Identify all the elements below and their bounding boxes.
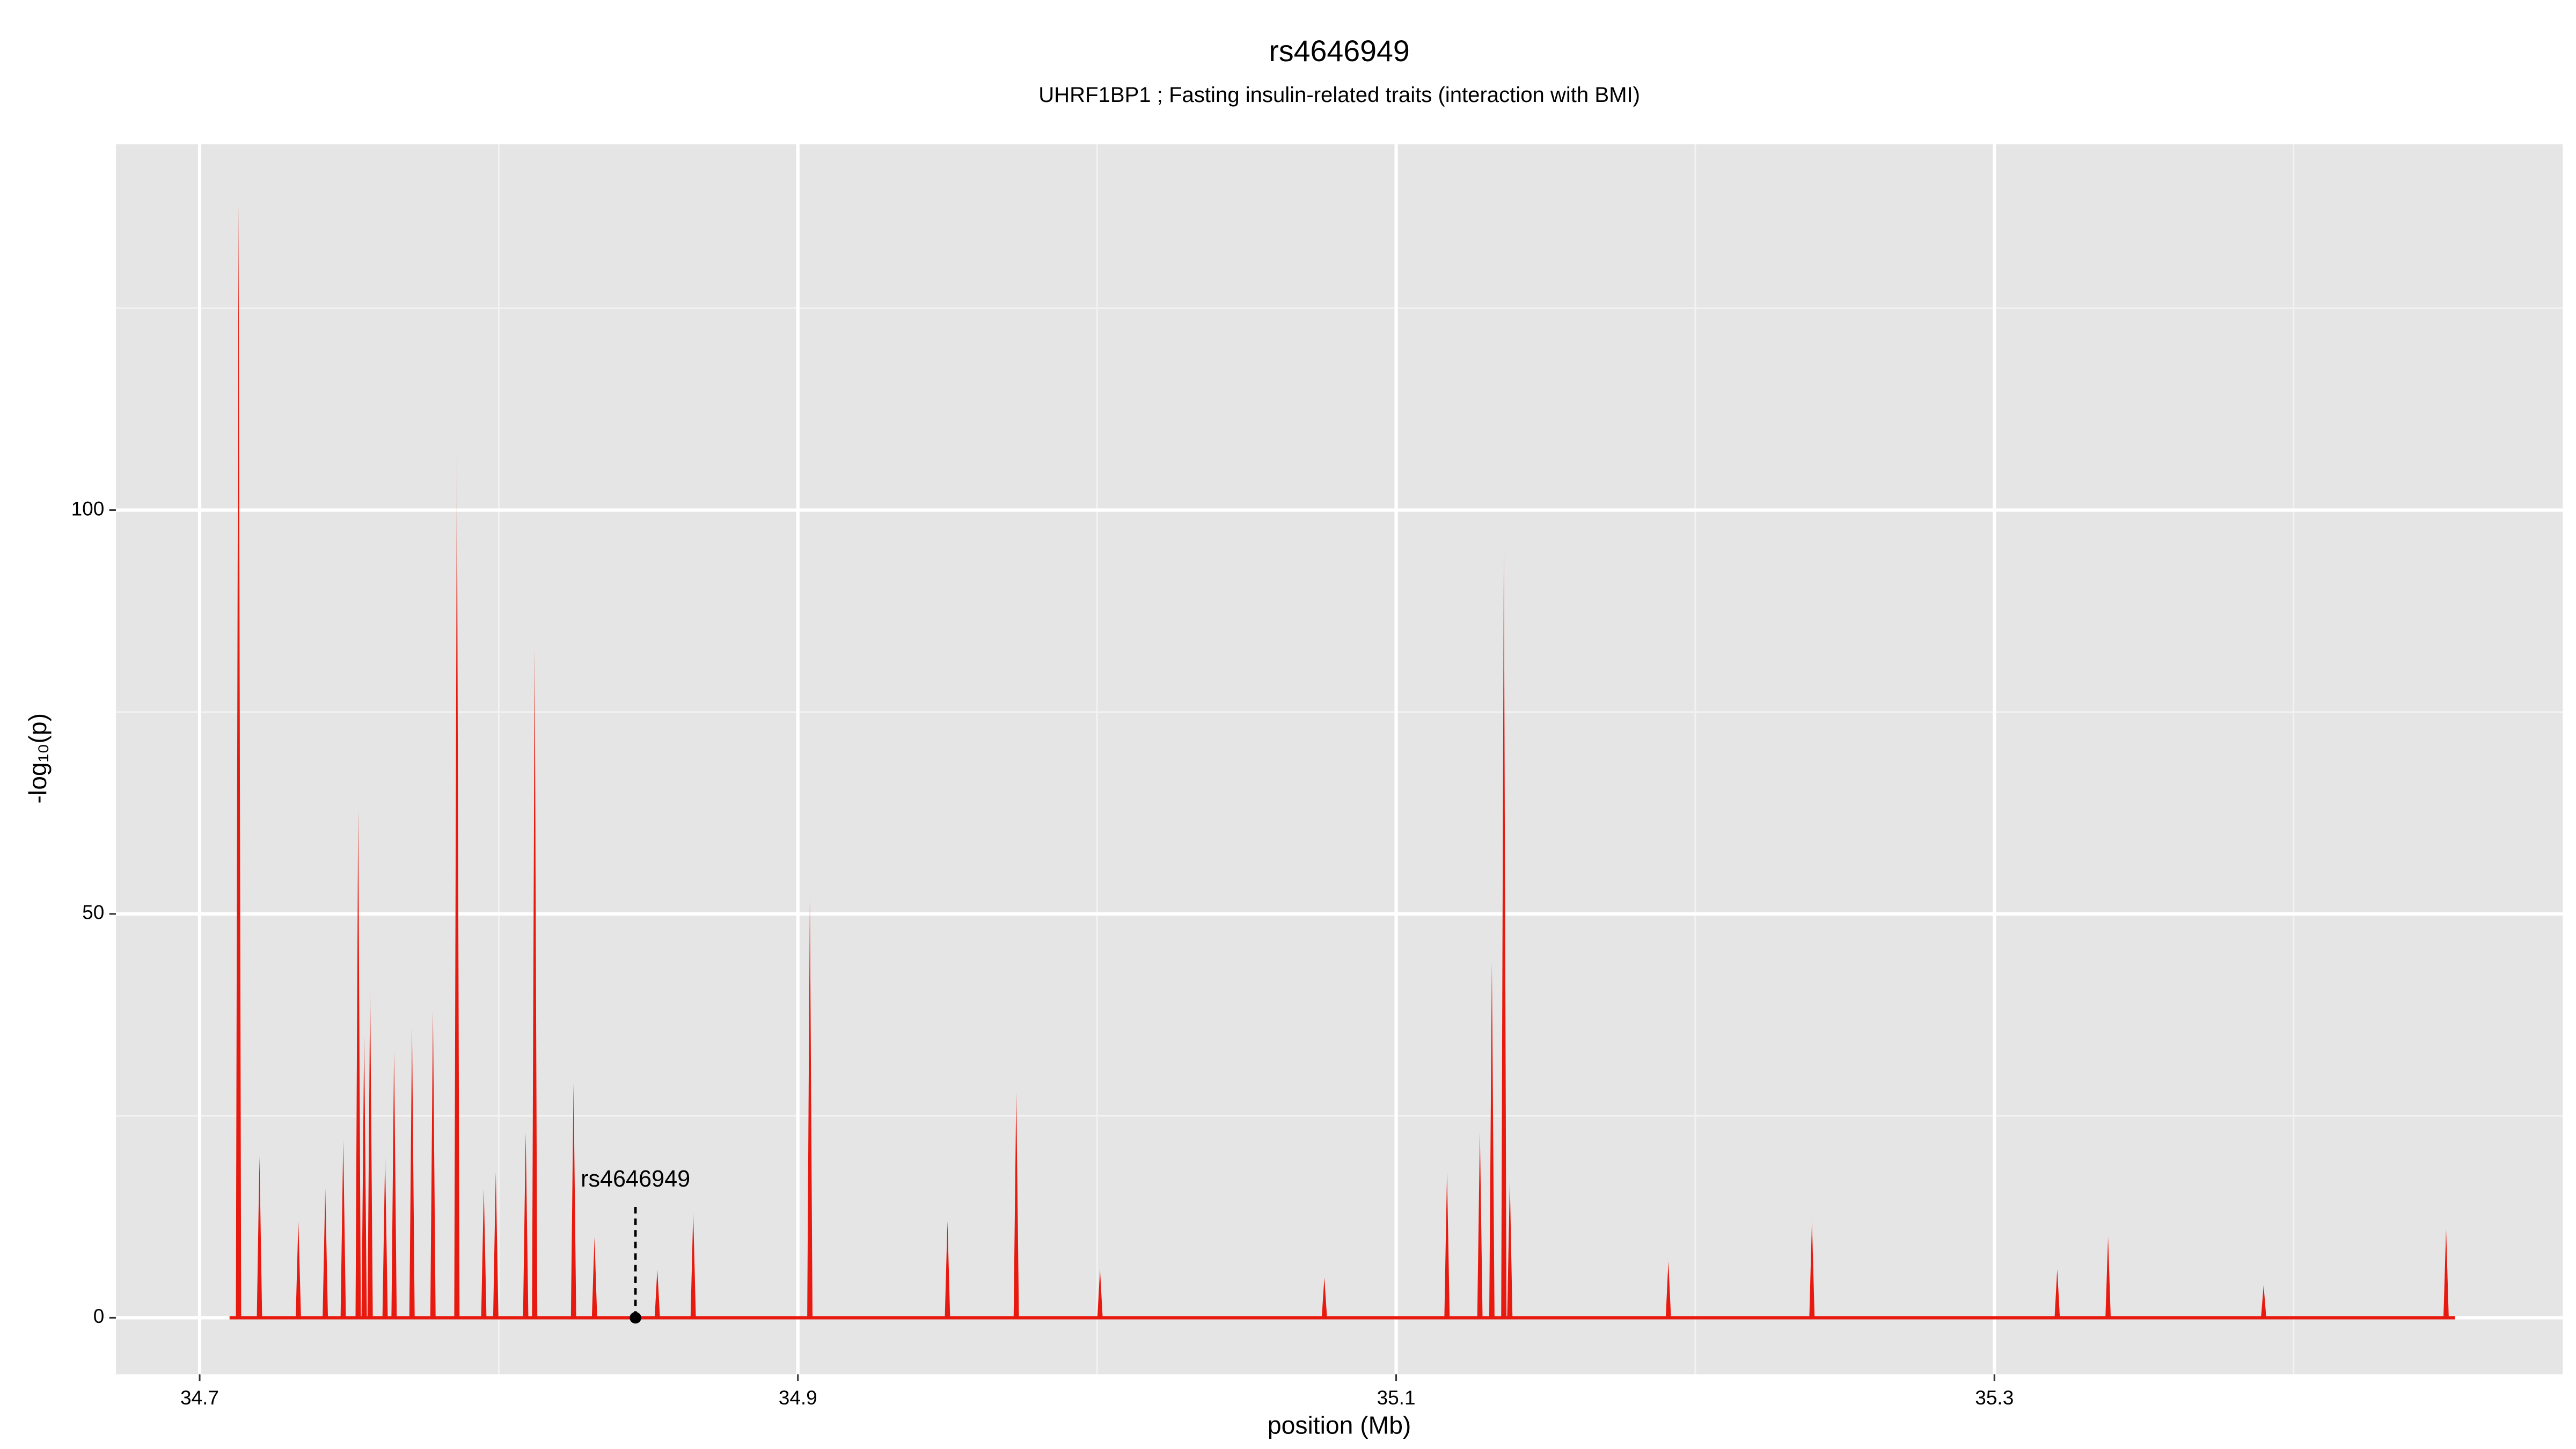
spike — [570, 1084, 576, 1318]
spike — [454, 453, 460, 1318]
x-tick-label: 34.9 — [779, 1386, 817, 1409]
spike — [1489, 962, 1495, 1318]
spike — [1477, 1132, 1483, 1318]
annotation-point — [630, 1312, 641, 1324]
y-axis-label: -log₁₀(p) — [24, 713, 52, 804]
spike — [2261, 1285, 2266, 1318]
spike — [945, 1220, 950, 1318]
spike — [523, 1132, 529, 1318]
spike — [2443, 1228, 2449, 1318]
spike — [1444, 1172, 1450, 1318]
spike — [236, 203, 241, 1318]
spike — [1809, 1220, 1815, 1318]
spike — [493, 1172, 499, 1318]
spike — [1501, 542, 1507, 1318]
spike — [690, 1212, 696, 1318]
spike — [654, 1269, 660, 1318]
spike — [430, 1011, 436, 1318]
spike — [257, 1156, 262, 1318]
spike — [2105, 1236, 2111, 1318]
spike — [409, 1027, 415, 1318]
spike — [1013, 1092, 1019, 1318]
spike — [1507, 1180, 1513, 1318]
spike — [355, 809, 361, 1318]
x-tick-label: 35.3 — [1975, 1386, 2014, 1409]
spike — [323, 1188, 328, 1318]
y-tick-label: 0 — [93, 1305, 105, 1327]
spike — [382, 1156, 388, 1318]
spike — [1097, 1269, 1103, 1318]
spike — [481, 1188, 487, 1318]
x-axis-label: position (Mb) — [1268, 1411, 1411, 1439]
annotation-label: rs4646949 — [581, 1166, 690, 1192]
spike — [1665, 1261, 1671, 1318]
chart-subtitle: UHRF1BP1 ; Fasting insulin-related trait… — [1038, 83, 1640, 107]
spike — [340, 1140, 346, 1318]
x-tick-label: 35.1 — [1377, 1386, 1416, 1409]
spike — [591, 1236, 597, 1318]
spike — [1321, 1277, 1327, 1318]
spike — [367, 986, 373, 1318]
spike — [361, 1035, 367, 1318]
x-tick-label: 34.7 — [180, 1386, 219, 1409]
spike — [2054, 1269, 2060, 1318]
y-tick-label: 50 — [82, 901, 104, 924]
spike — [296, 1220, 301, 1318]
spike — [807, 897, 813, 1318]
spike — [391, 1051, 397, 1318]
panel — [115, 144, 2563, 1374]
spike — [532, 647, 538, 1318]
chart-title: rs4646949 — [1269, 34, 1409, 68]
y-tick-label: 100 — [71, 497, 105, 519]
